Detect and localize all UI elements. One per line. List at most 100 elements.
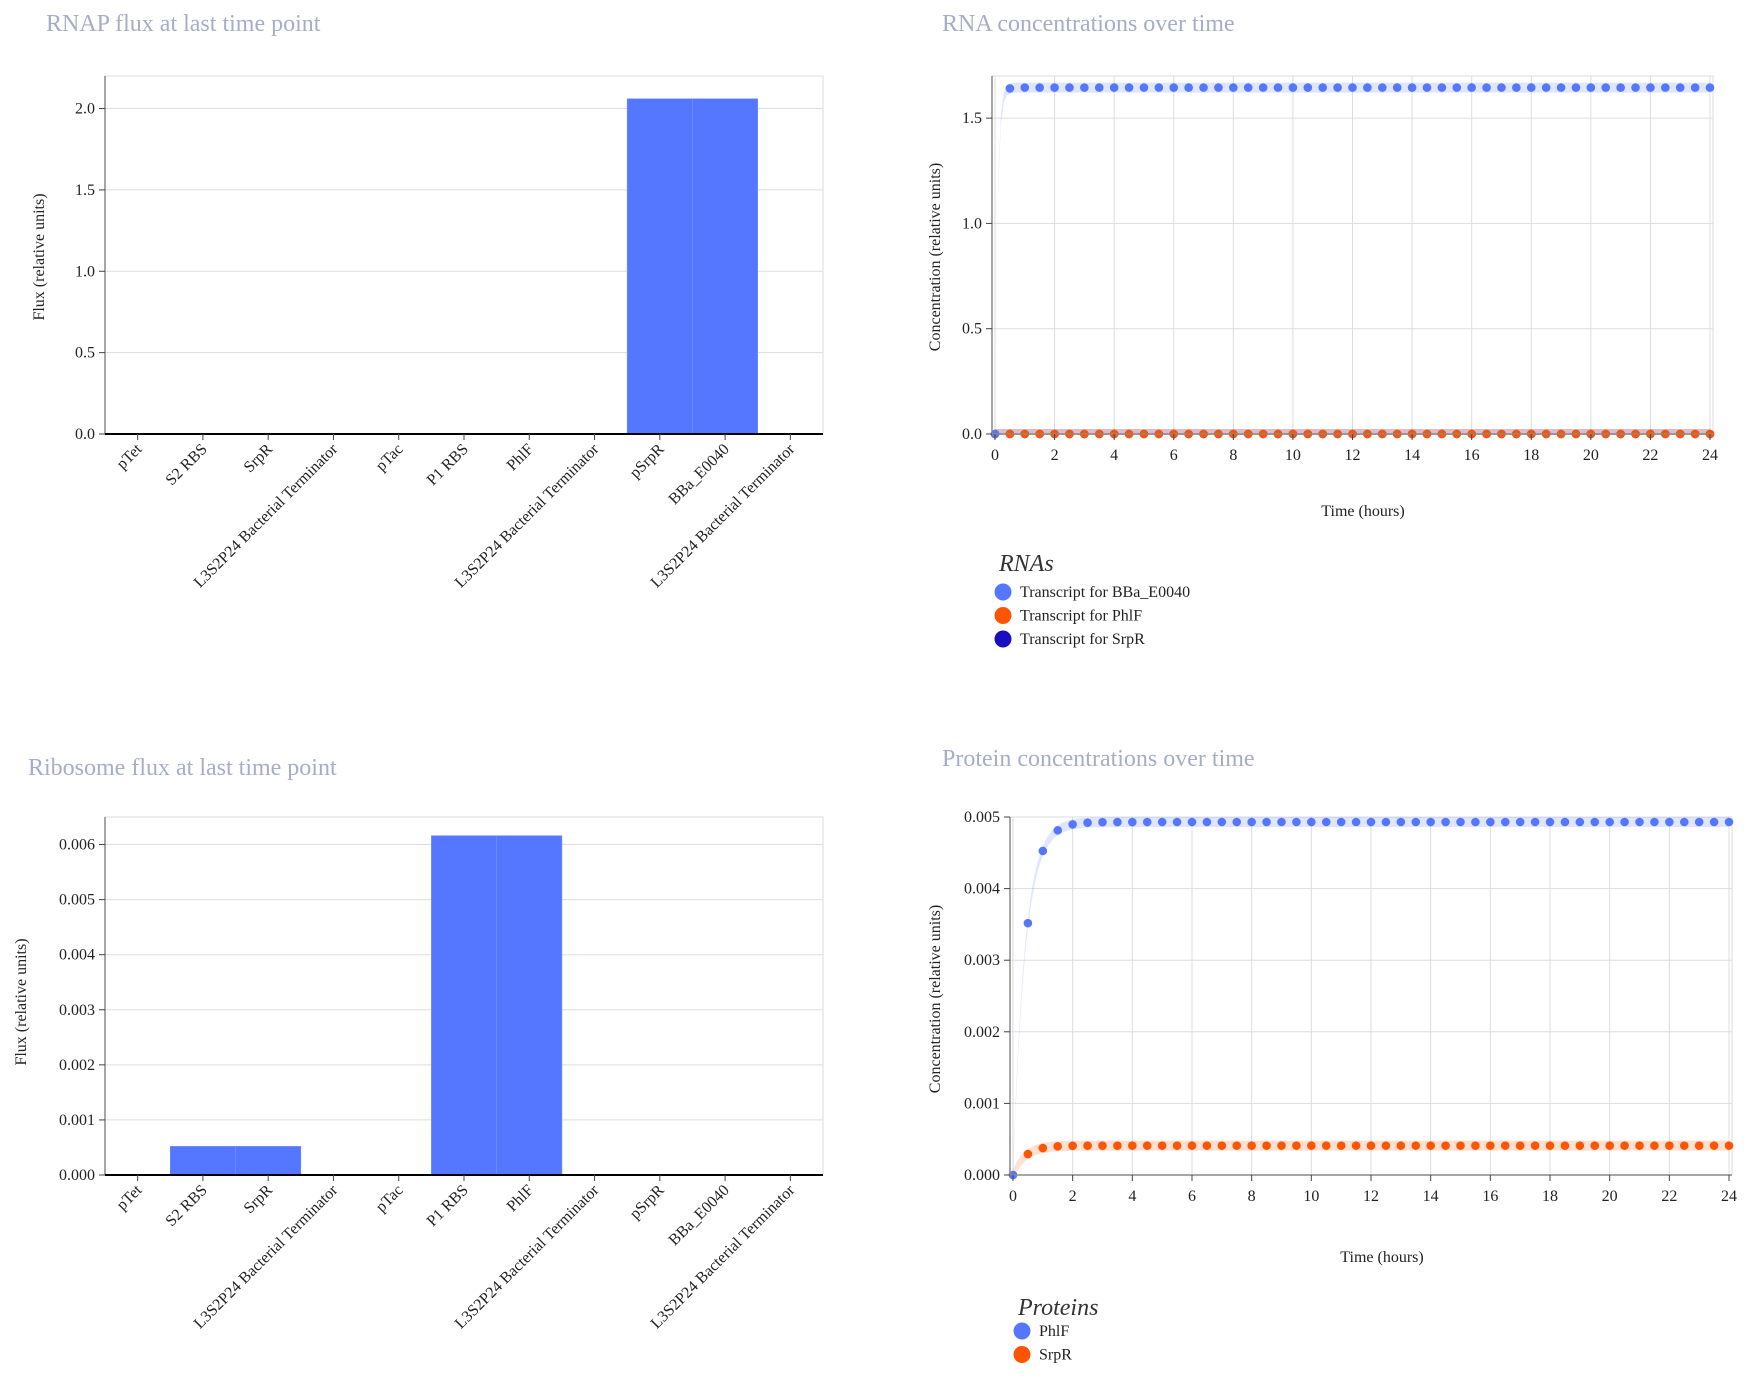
rna-x-tick-label: 24 [1702, 447, 1718, 464]
ribosome-y-tick-label: 0.004 [59, 947, 95, 964]
rna-x-tick-label: 18 [1523, 447, 1539, 464]
rna-data-point [1124, 83, 1134, 92]
rna-legend-swatch [994, 607, 1012, 624]
protein-legend-items: PhlF SrpR [1013, 1322, 1072, 1364]
rna-data-point [1631, 83, 1640, 92]
rna-data-point [1556, 83, 1566, 92]
rna-legend-swatch [994, 583, 1012, 601]
rnap-x-tick-label: S2 RBS [163, 441, 211, 489]
protein-data-point [1366, 1141, 1376, 1150]
protein-x-tick-label: 12 [1363, 1188, 1379, 1205]
protein-data-point [1292, 817, 1301, 827]
rna-data-point [1586, 83, 1596, 92]
protein-data-point [1202, 817, 1212, 827]
protein-data-point [1038, 1143, 1048, 1153]
rna-data-point [1452, 83, 1462, 92]
protein-data-point [1500, 817, 1510, 827]
ribosome-bar [169, 1146, 236, 1176]
protein-data-point [1307, 817, 1316, 827]
ribosome-x-tick-label: S2 RBS [163, 1182, 211, 1230]
ribosome-x-tick-label: L3S2P24 Bacterial Terminator [191, 1181, 342, 1332]
rnap-x-tick-label: L3S2P24 Bacterial Terminator [648, 440, 799, 591]
protein-data-point [1575, 817, 1585, 827]
rna-legend-label: Transcript for SrpR [1020, 631, 1145, 648]
protein-data-point [1023, 918, 1033, 928]
protein-data-point [1679, 817, 1689, 827]
protein-data-point [1411, 817, 1421, 827]
protein-data-point [1635, 1141, 1644, 1150]
rna-x-tick-label: 10 [1285, 447, 1301, 464]
protein-data-point [1381, 817, 1391, 827]
protein-data-point [1187, 817, 1197, 827]
rnap-y-ticks: 0.0 0.5 1.0 1.5 2.0 [75, 101, 105, 443]
ribosome-y-ticks: 0.000 0.001 0.002 0.003 0.004 0.005 0.006 [59, 837, 105, 1184]
protein-data-point [1262, 817, 1271, 827]
protein-data-point [1515, 1141, 1525, 1150]
rnap-x-tick-label: L3S2P24 Bacterial Terminator [191, 440, 342, 591]
rna-data-point [1705, 83, 1715, 92]
protein-data-point [1128, 1141, 1137, 1150]
protein-data-point [1396, 1141, 1406, 1150]
protein-data-point [1053, 826, 1063, 835]
rnap-x-tick-label: pSrpR [627, 441, 668, 482]
rna-data-point [1512, 83, 1521, 92]
rna-data-point [1422, 83, 1432, 92]
rnap-y-tick-label: 0.0 [75, 426, 95, 443]
protein-data-point [1650, 1141, 1659, 1150]
protein-x-tick-label: 22 [1661, 1188, 1677, 1205]
ribosome-x-tick-label: pSrpR [627, 1182, 668, 1223]
protein-data-point [1411, 1141, 1421, 1150]
rna-data-point [1229, 83, 1238, 92]
rnap-x-tick-label: SrpR [241, 441, 277, 477]
rna-data-point [1288, 83, 1298, 92]
rna-gridlines [991, 75, 1714, 435]
rnap-x-tick-label: pTac [373, 441, 407, 475]
rna-y-tick-label: 1.5 [962, 110, 982, 127]
protein-data-point [1620, 817, 1629, 827]
ribosome-x-tick-label: BBa_E0040 [666, 1182, 733, 1249]
ribosome-y-axis-label: Flux (relative units) [13, 938, 30, 1065]
protein-data-point [1426, 1141, 1435, 1150]
protein-data-point [1157, 817, 1167, 827]
rna-y-tick-label: 0.5 [962, 321, 982, 338]
rna-legend-label: Transcript for BBa_E0040 [1020, 584, 1190, 601]
rnap-x-tick-label: BBa_E0040 [666, 441, 733, 508]
rna-x-tick-label: 12 [1345, 447, 1361, 464]
protein-data-point [1620, 1141, 1629, 1150]
rna-data-point [1035, 83, 1044, 92]
protein-data-point [1545, 1141, 1555, 1150]
protein-x-tick-label: 8 [1248, 1188, 1256, 1205]
protein-y-ticks: 0.000 0.001 0.002 0.003 0.004 0.005 [964, 809, 1010, 1184]
protein-concentration-chart: Protein concentrations over time Concent… [927, 746, 1737, 1364]
protein-x-tick-label: 10 [1303, 1188, 1319, 1205]
rna-data-point [1273, 83, 1283, 92]
protein-gridlines [1009, 816, 1733, 1176]
rna-data-point [1482, 83, 1491, 92]
rna-data-point [1243, 83, 1253, 92]
protein-data-point [1307, 1141, 1316, 1150]
protein-data-point [1650, 817, 1659, 827]
protein-data-point [1262, 1141, 1271, 1150]
rna-data-point [1050, 83, 1059, 92]
protein-data-point [1247, 817, 1256, 827]
protein-data-point [1083, 818, 1092, 827]
protein-data-point [1277, 1141, 1286, 1150]
ribosome-bars [169, 835, 563, 1176]
protein-y-tick-label: 0.002 [964, 1024, 1000, 1041]
rna-data-point [1601, 83, 1611, 92]
rna-data-point [1154, 83, 1164, 92]
rna-data-point [1377, 83, 1387, 92]
protein-data-point [1217, 1141, 1227, 1150]
rnap-x-tick-label: L3S2P24 Bacterial Terminator [452, 440, 603, 591]
protein-data-point [1113, 1141, 1122, 1150]
ribosome-y-tick-label: 0.002 [59, 1057, 95, 1074]
ribosome-chart-title: Ribosome flux at last time point [28, 755, 337, 781]
protein-x-tick-label: 24 [1721, 1188, 1737, 1205]
protein-legend-swatch [1013, 1322, 1031, 1340]
protein-data-point [1098, 1141, 1107, 1150]
protein-data-point [1530, 817, 1540, 827]
rna-data-point [1214, 83, 1223, 92]
ribosome-y-tick-label: 0.006 [59, 837, 95, 854]
